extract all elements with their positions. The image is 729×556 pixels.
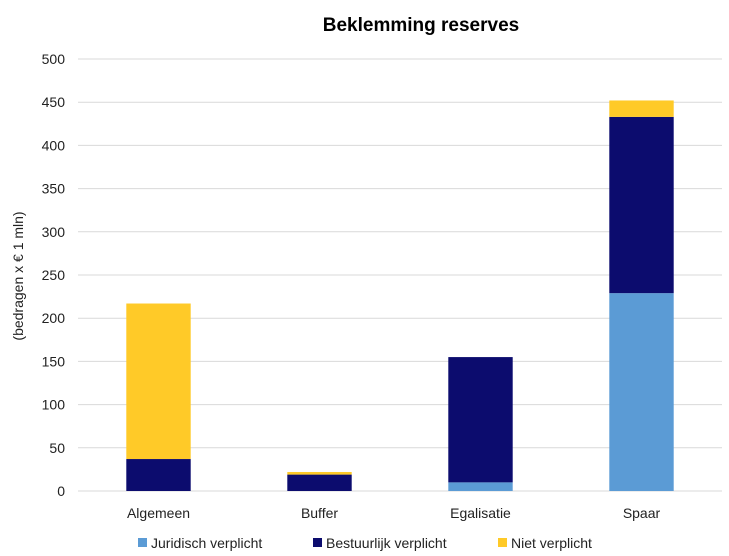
bar-buffer-bestuurlijk-verplicht (287, 474, 352, 491)
bars (126, 100, 674, 491)
bar-egalisatie-bestuurlijk-verplicht (448, 357, 513, 483)
bar-spaar-bestuurlijk-verplicht (609, 116, 674, 294)
y-axis-ticks: 0 50 100 150 200 250 300 350 400 450 500 (42, 51, 66, 499)
y-tick-label: 150 (42, 353, 66, 369)
x-tick-label: Spaar (623, 505, 661, 521)
y-tick-label: 350 (42, 181, 66, 197)
legend: Juridisch verplicht Bestuurlijk verplicht… (138, 535, 592, 551)
y-tick-label: 450 (42, 94, 66, 110)
y-axis-label: (bedragen x € 1 mln) (10, 211, 26, 340)
x-tick-label: Egalisatie (450, 505, 511, 521)
legend-swatch (498, 538, 507, 547)
y-tick-label: 100 (42, 397, 66, 413)
legend-label: Niet verplicht (511, 535, 592, 551)
y-tick-label: 400 (42, 137, 66, 153)
chart-title: Beklemming reserves (323, 15, 519, 36)
bar-egalisatie-juridisch-verplicht (448, 482, 513, 491)
x-axis-ticks: Algemeen Buffer Egalisatie Spaar (127, 505, 661, 521)
y-tick-label: 250 (42, 267, 66, 283)
bar-spaar-niet-verplicht (609, 100, 674, 117)
legend-swatch (313, 538, 322, 547)
y-tick-label: 0 (57, 483, 65, 499)
legend-label: Juridisch verplicht (151, 535, 262, 551)
legend-label: Bestuurlijk verplicht (326, 535, 447, 551)
bar-algemeen-niet-verplicht (126, 303, 191, 460)
legend-swatch (138, 538, 147, 547)
bar-algemeen-bestuurlijk-verplicht (126, 459, 191, 491)
y-tick-label: 50 (49, 440, 65, 456)
bar-spaar-juridisch-verplicht (609, 293, 674, 491)
y-tick-label: 500 (42, 51, 66, 67)
x-tick-label: Algemeen (127, 505, 190, 521)
bar-buffer-niet-verplicht (287, 471, 352, 475)
y-tick-label: 200 (42, 310, 66, 326)
x-tick-label: Buffer (301, 505, 338, 521)
y-tick-label: 300 (42, 224, 66, 240)
